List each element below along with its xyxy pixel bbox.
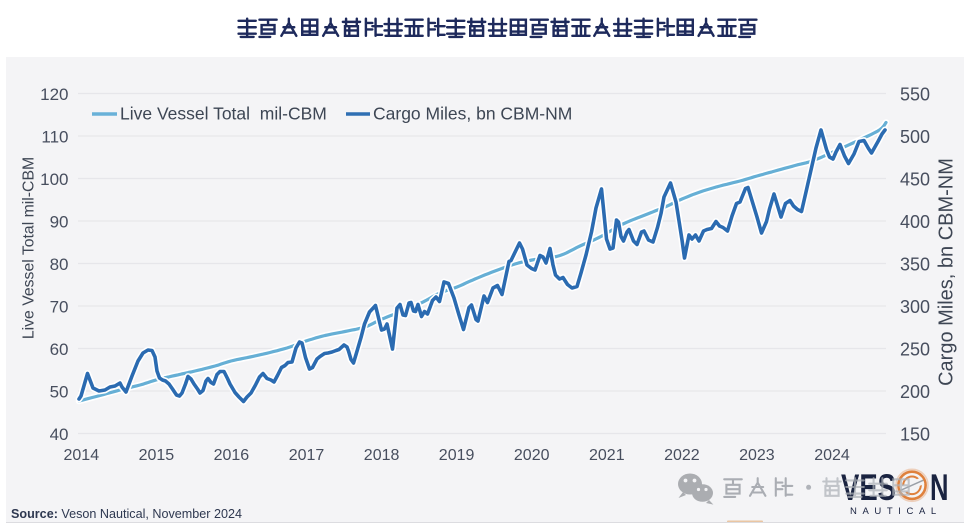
svg-text:Cargo Miles, bn CBM-NM: Cargo Miles, bn CBM-NM (373, 104, 572, 124)
svg-text:N: N (930, 467, 949, 508)
svg-text:400: 400 (900, 212, 930, 232)
svg-text:250: 250 (900, 340, 930, 360)
svg-text:300: 300 (900, 297, 930, 317)
svg-text:70: 70 (50, 298, 69, 317)
svg-text:120: 120 (40, 85, 68, 104)
svg-text:2024: 2024 (814, 447, 850, 464)
svg-text:Cargo Miles, bn CBM-NM: Cargo Miles, bn CBM-NM (936, 158, 958, 386)
svg-text:450: 450 (900, 170, 930, 190)
svg-text:Live Vessel Total mil-CBM: Live Vessel Total mil-CBM (120, 104, 327, 124)
svg-text:110: 110 (41, 128, 68, 147)
svg-text:2023: 2023 (739, 447, 775, 464)
svg-text:2021: 2021 (589, 447, 625, 464)
svg-text:2020: 2020 (514, 447, 550, 464)
svg-text:Source: Veson Nautical, Novemb: Source: Veson Nautical, November 2024 (11, 507, 242, 521)
svg-text:200: 200 (900, 382, 930, 402)
svg-text:80: 80 (50, 255, 69, 274)
svg-text:2017: 2017 (289, 447, 325, 464)
svg-text:350: 350 (900, 255, 930, 275)
svg-text:40: 40 (50, 425, 69, 444)
svg-text:2019: 2019 (439, 447, 475, 464)
svg-text:2016: 2016 (214, 447, 250, 464)
svg-text:150: 150 (900, 425, 930, 445)
svg-text:Live Vessel Total mil-CBM: Live Vessel Total mil-CBM (20, 157, 37, 339)
svg-text:500: 500 (900, 127, 930, 147)
svg-text:2018: 2018 (364, 447, 400, 464)
svg-text:60: 60 (50, 340, 69, 359)
svg-text:NAUTICAL: NAUTICAL (850, 506, 942, 517)
svg-text:90: 90 (50, 213, 69, 232)
svg-text:2014: 2014 (64, 447, 100, 464)
svg-text:2022: 2022 (664, 447, 700, 464)
svg-text:2015: 2015 (139, 447, 175, 464)
svg-text:50: 50 (50, 383, 69, 402)
svg-text:550: 550 (900, 85, 930, 105)
svg-text:100: 100 (40, 170, 68, 189)
